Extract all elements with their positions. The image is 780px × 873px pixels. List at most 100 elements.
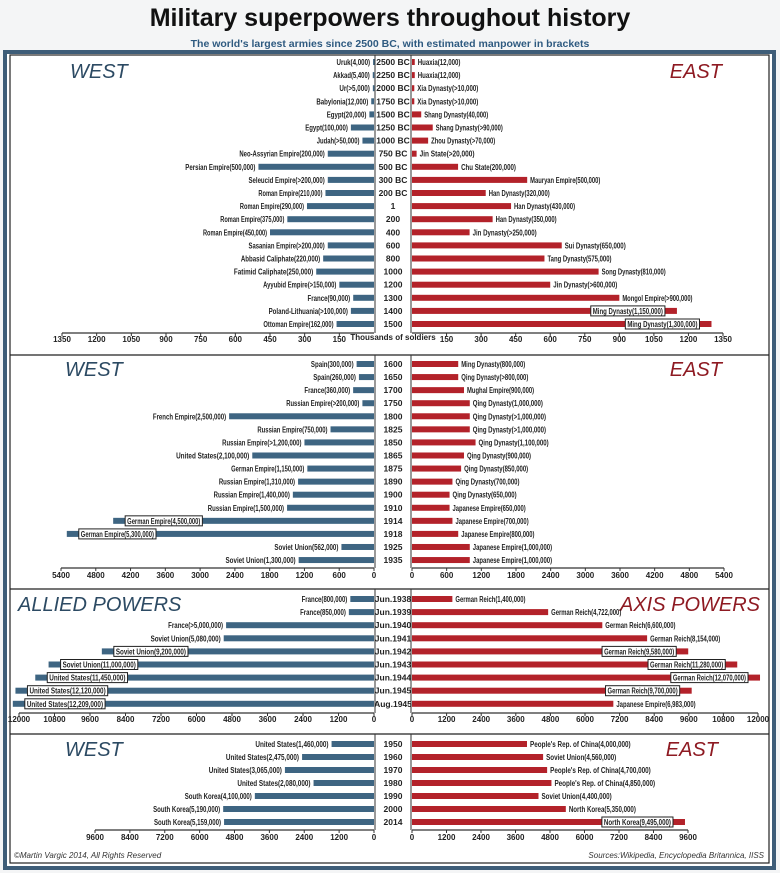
west-label-box bbox=[26, 685, 109, 697]
west-bar bbox=[226, 622, 374, 629]
left-tick-label: 1800 bbox=[261, 571, 279, 580]
east-label: North Korea(9,495,000) bbox=[604, 818, 671, 827]
west-label: Ayyubid Empire(>150,000) bbox=[263, 281, 336, 290]
row-Jun-1944: Jun.1944 United States(11,450,000) German … bbox=[35, 672, 761, 684]
left-tick-label: 3000 bbox=[191, 571, 209, 580]
west-label: Spain(300,000) bbox=[311, 360, 354, 369]
row-1825: 1825 Russian Empire(750,000) Qing Dynasty(… bbox=[257, 424, 546, 434]
row-1935: 1935 Soviet Union(1,300,000) Japanese Empi… bbox=[225, 555, 552, 565]
outer-frame bbox=[3, 50, 776, 870]
panel-4: WEST EAST 1950 United States(1,460,000) Peop… bbox=[10, 733, 769, 842]
period-label: 300 BC bbox=[379, 175, 408, 185]
west-label: Egypt(100,000) bbox=[305, 124, 348, 133]
period-label: Jun.1944 bbox=[375, 673, 412, 683]
west-label: Russian Empire(>200,000) bbox=[286, 399, 359, 408]
west-bar bbox=[292, 491, 374, 498]
east-label-box bbox=[590, 305, 666, 317]
row-1850: 1850 Russian Empire(>1,200,000) Qing Dynas… bbox=[222, 437, 549, 447]
period-label: Jun.1945 bbox=[375, 686, 412, 696]
period-label: Jun.1938 bbox=[375, 594, 412, 604]
west-label: Babylonia(12,000) bbox=[316, 97, 368, 106]
east-label: Shang Dynasty(40,000) bbox=[424, 110, 488, 119]
west-bar bbox=[331, 741, 374, 747]
west-label: Ottoman Empire(162,000) bbox=[263, 320, 333, 329]
right-tick-label: 0 bbox=[410, 833, 415, 842]
east-bar bbox=[412, 307, 677, 314]
period-label: Jun.1939 bbox=[375, 607, 412, 617]
east-bar bbox=[412, 648, 689, 655]
west-label: France(360,000) bbox=[304, 386, 350, 395]
left-tick-label: 600 bbox=[229, 335, 243, 344]
left-tick-label: 1350 bbox=[53, 335, 71, 344]
east-bar bbox=[412, 190, 486, 196]
east-label: Shang Dynasty(>90,000) bbox=[436, 124, 503, 133]
west-bar bbox=[254, 793, 374, 799]
west-bar bbox=[336, 321, 374, 327]
left-tick-label: 300 bbox=[298, 335, 312, 344]
west-bar bbox=[224, 819, 374, 825]
west-bar bbox=[323, 255, 374, 262]
left-tick-label: 900 bbox=[159, 335, 173, 344]
west-label: Spain(260,000) bbox=[313, 373, 356, 382]
west-bar bbox=[313, 780, 374, 786]
right-tick-label: 300 bbox=[474, 335, 488, 344]
left-tick-label: 3600 bbox=[156, 571, 174, 580]
row-1200: 1200 Ayyubid Empire(>150,000) Jin Dynasty(… bbox=[263, 280, 617, 290]
west-bar bbox=[48, 661, 374, 668]
right-title: EAST bbox=[670, 359, 724, 381]
east-bar bbox=[412, 674, 761, 681]
row-1970: 1970 United States(3,065,000) People's Rep… bbox=[209, 765, 651, 775]
period-label: 1250 BC bbox=[376, 123, 410, 133]
left-tick-label: 6000 bbox=[188, 715, 206, 724]
east-label: Mughal Empire(900,000) bbox=[467, 386, 534, 395]
period-label: 1865 bbox=[384, 450, 403, 460]
row-800: 800 Abbasid Caliphate(220,000) Tang Dynast… bbox=[241, 254, 612, 264]
right-tick-label: 3600 bbox=[507, 833, 525, 842]
right-tick-label: 0 bbox=[410, 571, 415, 580]
east-bar bbox=[412, 255, 545, 262]
right-tick-label: 1200 bbox=[438, 833, 456, 842]
east-bar bbox=[412, 72, 415, 79]
west-label: Poland-Lithuania(>100,000) bbox=[269, 307, 349, 316]
right-tick-label: 3600 bbox=[611, 571, 629, 580]
period-label: Jun.1943 bbox=[375, 660, 412, 670]
west-label: United States(2,080,000) bbox=[237, 779, 310, 788]
east-label: Mongol Empire(>900,000) bbox=[622, 294, 692, 303]
west-bar bbox=[287, 216, 374, 223]
period-label: 1750 bbox=[384, 398, 403, 408]
east-bar bbox=[412, 150, 417, 157]
west-label: Soviet Union(562,000) bbox=[274, 543, 338, 552]
west-label: Roman Empire(210,000) bbox=[258, 189, 322, 198]
east-label: Han Dynasty(430,000) bbox=[514, 202, 575, 211]
right-tick-label: 6000 bbox=[576, 833, 594, 842]
row-1875: 1875 German Empire(1,150,000) Qing Dynasty… bbox=[231, 464, 528, 474]
panels: WEST EAST 2500 BC Uruk(4,000) Huaxia(12,000)… bbox=[8, 55, 770, 842]
east-label: Tang Dynasty(575,000) bbox=[547, 255, 611, 264]
panel-1: WEST EAST 2500 BC Uruk(4,000) Huaxia(12,000)… bbox=[53, 55, 732, 344]
right-tick-label: 3000 bbox=[576, 571, 594, 580]
west-label: France(>5,000,000) bbox=[168, 621, 223, 630]
copyright-text: ©Martin Vargic 2014, All Rights Reserved bbox=[14, 851, 162, 860]
east-label: Qing Dynasty(1,100,000) bbox=[479, 438, 549, 447]
east-label: Soviet Union(4,400,000) bbox=[542, 792, 612, 801]
row-200: 200 Roman Empire(375,000) Han Dynasty(350,… bbox=[220, 214, 557, 224]
period-label: 1900 bbox=[384, 490, 403, 500]
west-bar bbox=[372, 72, 375, 79]
east-bar bbox=[412, 767, 548, 773]
x-axis-label: Thousands of soldiers bbox=[350, 333, 436, 342]
west-label: France(90,000) bbox=[308, 294, 351, 303]
east-bar bbox=[412, 793, 539, 799]
east-bar bbox=[412, 321, 712, 327]
west-bar bbox=[223, 635, 374, 642]
west-bar bbox=[362, 137, 374, 144]
row-1925: 1925 Soviet Union(562,000) Japanese Empire… bbox=[274, 542, 552, 552]
east-label: Qing Dynasty(850,000) bbox=[464, 465, 528, 474]
west-label: United States(1,460,000) bbox=[255, 740, 328, 749]
west-bar bbox=[304, 439, 374, 446]
row-Aug-1945: Aug.1945 United States(12,209,000) Japanes… bbox=[12, 698, 696, 710]
west-bar bbox=[362, 400, 374, 407]
right-tick-label: 1200 bbox=[438, 715, 456, 724]
east-bar bbox=[412, 504, 450, 511]
row-750-BC: 750 BC Neo-Assyrian Empire(200,000) Jin St… bbox=[239, 149, 474, 159]
west-bar bbox=[113, 517, 375, 524]
